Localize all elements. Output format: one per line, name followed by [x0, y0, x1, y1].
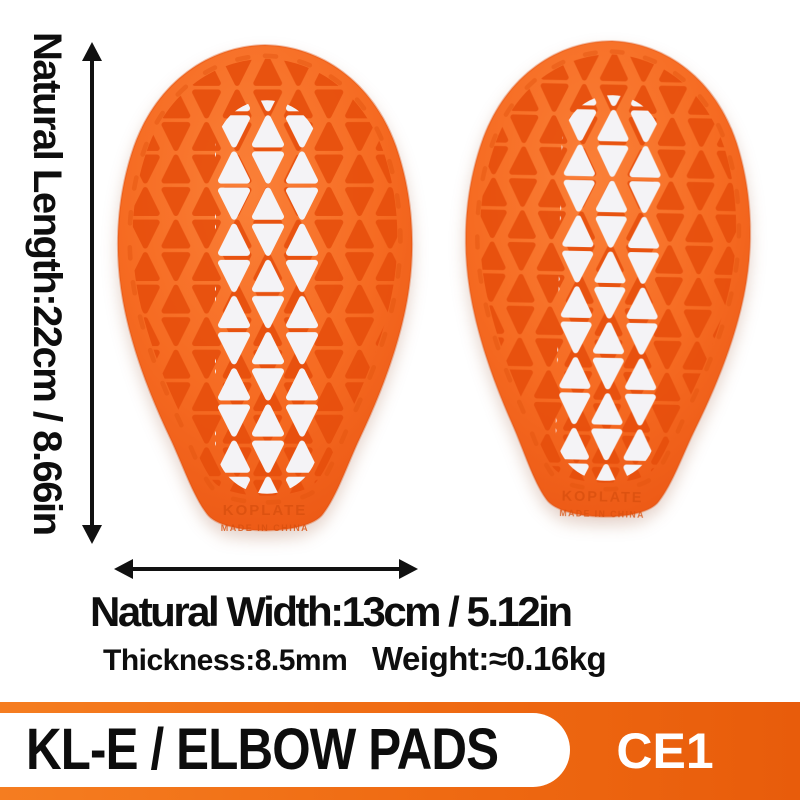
width-dimension-label: Natural Width:13cm / 5.12in: [90, 588, 573, 635]
weight-spec-label: Weight:≈0.16kg: [372, 640, 607, 677]
certification-badge: CE1: [616, 723, 714, 779]
product-name-pill: KL-E / ELBOW PADS: [0, 713, 570, 787]
length-dimension-label: Natural Length:22cm / 8.66in: [25, 32, 69, 535]
product-banner: KL-E / ELBOW PADS CE1: [0, 702, 800, 800]
length-dimension-arrow-icon: [82, 42, 102, 544]
elbow-pad-right: [457, 35, 757, 533]
product-name-label: KL-E / ELBOW PADS: [26, 717, 499, 782]
elbow-pad-left: [115, 42, 415, 544]
thickness-spec-label: Thickness:8.5mm: [103, 644, 348, 677]
width-dimension-arrow-icon: [114, 559, 418, 579]
